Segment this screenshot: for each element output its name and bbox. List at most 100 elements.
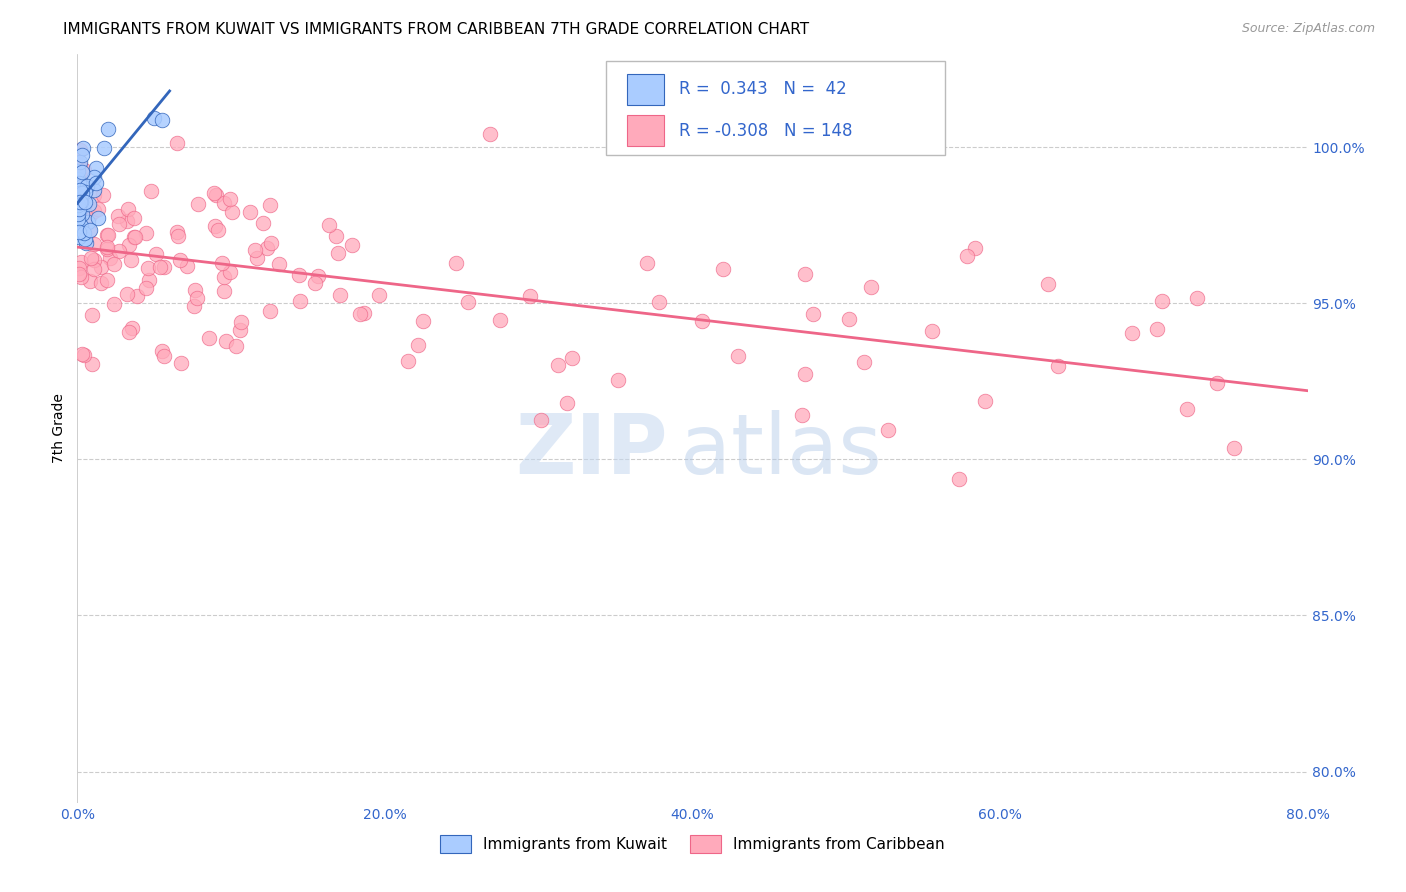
Point [169, 252, 191, 267]
Point [792, 408, 814, 422]
Bar [627, 115, 664, 146]
Point [186, 291, 208, 305]
Point [205, 187, 228, 202]
Point [1036, 277, 1059, 291]
Point [965, 241, 987, 255]
Point [166, 136, 188, 150]
Point [1150, 293, 1173, 308]
Point [83, 183, 105, 197]
Point [107, 209, 129, 223]
Point [406, 338, 429, 352]
Point [353, 306, 375, 320]
Point [76, 215, 98, 229]
Point [67, 186, 90, 200]
Point [82, 308, 104, 322]
Point [246, 251, 269, 265]
Point [561, 351, 583, 365]
Point [260, 235, 283, 250]
Point [121, 321, 143, 335]
Point [96, 228, 118, 243]
Point [793, 267, 815, 281]
Point [67, 226, 90, 240]
Point [218, 265, 240, 279]
Legend: Immigrants from Kuwait, Immigrants from Caribbean: Immigrants from Kuwait, Immigrants from … [434, 829, 950, 859]
Point [183, 299, 205, 313]
Point [183, 283, 205, 297]
Point [118, 237, 141, 252]
Point [72, 195, 94, 210]
Point [125, 289, 148, 303]
Point [801, 307, 824, 321]
Text: R =  0.343   N =  42: R = 0.343 N = 42 [679, 80, 846, 98]
Point [73, 185, 96, 199]
Point [115, 214, 138, 228]
Point [70, 195, 93, 210]
Point [139, 184, 162, 198]
Point [1222, 441, 1244, 455]
Point [70, 255, 93, 269]
Point [1206, 376, 1229, 390]
Point [307, 268, 329, 283]
Point [103, 297, 125, 311]
Text: atlas: atlas [681, 410, 882, 491]
Point [67, 260, 90, 275]
Point [118, 325, 141, 339]
Point [186, 197, 208, 211]
Y-axis label: 7th Grade: 7th Grade [52, 393, 66, 463]
Point [73, 348, 96, 362]
Point [530, 413, 553, 427]
Point [859, 279, 882, 293]
Point [974, 393, 997, 408]
Point [243, 244, 266, 258]
Point [91, 188, 114, 202]
Point [214, 269, 236, 284]
Point [457, 295, 479, 310]
Point [124, 230, 146, 244]
Point [948, 472, 970, 486]
Point [122, 211, 145, 226]
Point [838, 312, 860, 326]
Point [75, 232, 97, 246]
Point [79, 208, 101, 222]
Point [145, 247, 167, 261]
Point [107, 217, 129, 231]
Point [96, 272, 118, 286]
Point [72, 199, 94, 213]
Point [134, 227, 156, 241]
Text: R = -0.308   N = 148: R = -0.308 N = 148 [679, 121, 852, 140]
Point [231, 315, 253, 329]
Point [221, 205, 243, 219]
Point [83, 188, 105, 202]
Point [229, 323, 252, 337]
Point [136, 260, 159, 275]
Point [153, 349, 176, 363]
Text: ZIP: ZIP [516, 410, 668, 491]
Point [69, 270, 91, 285]
Point [267, 257, 290, 271]
Point [396, 353, 419, 368]
Point [124, 229, 146, 244]
Point [648, 294, 671, 309]
Point [1187, 292, 1209, 306]
Point [138, 273, 160, 287]
Point [349, 307, 371, 321]
Point [90, 276, 112, 290]
Point [368, 287, 391, 301]
Point [70, 178, 93, 193]
Point [290, 294, 312, 309]
Point [167, 229, 190, 244]
Point [83, 253, 105, 268]
Point [72, 140, 94, 154]
Point [90, 260, 112, 274]
Point [93, 141, 115, 155]
Point [1121, 326, 1143, 341]
Point [96, 240, 118, 254]
Text: Source: ZipAtlas.com: Source: ZipAtlas.com [1241, 22, 1375, 36]
Point [98, 252, 121, 266]
Point [83, 236, 105, 251]
Point [79, 223, 101, 237]
Point [69, 219, 91, 233]
Point [877, 423, 900, 437]
Point [86, 202, 108, 216]
Point [83, 170, 105, 185]
